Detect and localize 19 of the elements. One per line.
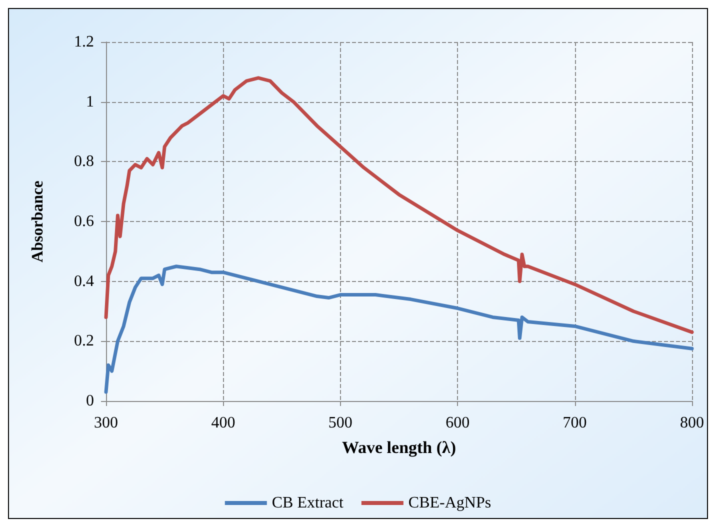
x-tick-label: 700: [562, 414, 587, 432]
x-tick-label: 400: [211, 414, 236, 432]
y-axis-title: Absorbance: [30, 180, 46, 262]
y-tick-label: 0: [86, 392, 94, 410]
y-tick-label: 0.2: [74, 332, 94, 350]
y-tick-label: 0.6: [74, 213, 94, 230]
y-tick-label: 0.8: [74, 153, 94, 170]
y-tick-label: 0.4: [74, 272, 94, 290]
y-tick-label: 1.2: [74, 34, 94, 50]
line-series: [104, 264, 694, 394]
x-tick-label: 300: [94, 414, 118, 432]
x-tick-label: 600: [446, 414, 470, 432]
line-series: [104, 76, 694, 334]
legend-label: CBE-AgNPs: [408, 494, 492, 512]
x-axis-title: Wave length (λ): [342, 438, 456, 457]
x-tick-label: 800: [680, 414, 704, 432]
y-tick-label: 1: [86, 93, 94, 110]
x-tick-label: 500: [328, 414, 352, 432]
legend-label: CB Extract: [272, 494, 344, 512]
